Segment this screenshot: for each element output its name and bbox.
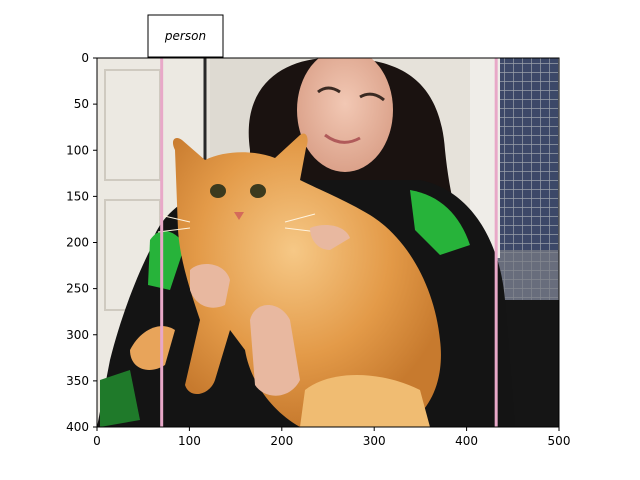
label-box-frame (147, 14, 224, 58)
cat-tail (300, 375, 430, 427)
cat-nose (234, 212, 244, 220)
y-tick-label: 200 (66, 236, 89, 250)
door-molding (104, 69, 161, 181)
jacket-green-left (148, 230, 185, 290)
cat-body (172, 133, 441, 427)
y-tick-label: 400 (66, 420, 89, 434)
x-tick-label: 100 (178, 434, 201, 448)
x-axis: 0 100 200 300 400 500 (93, 427, 570, 448)
x-tick-label: 300 (363, 434, 386, 448)
y-tick-label: 150 (66, 189, 89, 203)
annotation-label: person (164, 29, 206, 43)
hand-top (310, 225, 350, 250)
annotation-label-box: person (147, 14, 224, 58)
jacket-green-right (410, 190, 470, 255)
mouth (324, 133, 361, 144)
annotation-layer (160, 58, 498, 427)
photo (97, 58, 559, 427)
eye-right (359, 92, 385, 102)
y-tick-label: 350 (66, 374, 89, 388)
hand-left (190, 264, 230, 308)
x-tick-label: 200 (270, 434, 293, 448)
hand-right (250, 305, 300, 396)
cat-paw-left (130, 326, 175, 370)
y-axis: 0 50 100 150 200 250 300 350 400 (66, 51, 97, 434)
x-tick-label: 400 (455, 434, 478, 448)
jacket-green-bottom (100, 370, 140, 427)
y-tick-label: 250 (66, 282, 89, 296)
y-tick-label: 50 (74, 97, 89, 111)
cat-eye-left (210, 184, 226, 198)
face (297, 58, 393, 172)
cage-tray (497, 250, 559, 300)
cat-whiskers (157, 213, 319, 233)
x-tick-label: 0 (93, 434, 101, 448)
x-tick-label: 500 (548, 434, 571, 448)
y-tick-label: 100 (66, 143, 89, 157)
y-tick-label: 0 (81, 51, 89, 65)
cat-eye-right (250, 184, 266, 198)
eye-left (317, 86, 341, 94)
y-tick-label: 300 (66, 328, 89, 342)
